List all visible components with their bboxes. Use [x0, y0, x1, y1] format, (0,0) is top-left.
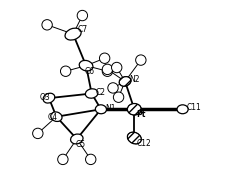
Text: N1: N1: [105, 104, 115, 113]
Circle shape: [60, 66, 71, 76]
Text: C11: C11: [186, 103, 200, 112]
Ellipse shape: [43, 93, 54, 103]
Ellipse shape: [127, 132, 141, 144]
Circle shape: [107, 83, 118, 93]
Circle shape: [102, 64, 112, 75]
Circle shape: [102, 66, 112, 76]
Circle shape: [32, 128, 43, 139]
Circle shape: [99, 53, 109, 63]
Circle shape: [113, 92, 123, 102]
Text: N2: N2: [129, 75, 140, 84]
Text: C6: C6: [84, 67, 94, 76]
Circle shape: [57, 154, 68, 165]
Ellipse shape: [51, 112, 62, 122]
Text: Pt: Pt: [136, 110, 145, 119]
Ellipse shape: [95, 105, 106, 114]
Circle shape: [111, 62, 121, 73]
Text: C5: C5: [76, 140, 86, 149]
Circle shape: [42, 20, 52, 30]
Text: C7: C7: [77, 25, 88, 34]
Ellipse shape: [79, 60, 92, 71]
Text: C2: C2: [95, 88, 105, 96]
Text: O3: O3: [40, 93, 50, 102]
Text: C4: C4: [47, 113, 57, 122]
Ellipse shape: [70, 134, 83, 144]
Text: C12: C12: [136, 140, 151, 148]
Ellipse shape: [119, 77, 130, 86]
Ellipse shape: [176, 105, 187, 114]
Ellipse shape: [127, 104, 141, 115]
Circle shape: [135, 55, 145, 65]
Ellipse shape: [85, 89, 97, 98]
Circle shape: [77, 10, 87, 21]
Ellipse shape: [65, 28, 81, 40]
Circle shape: [85, 154, 95, 165]
